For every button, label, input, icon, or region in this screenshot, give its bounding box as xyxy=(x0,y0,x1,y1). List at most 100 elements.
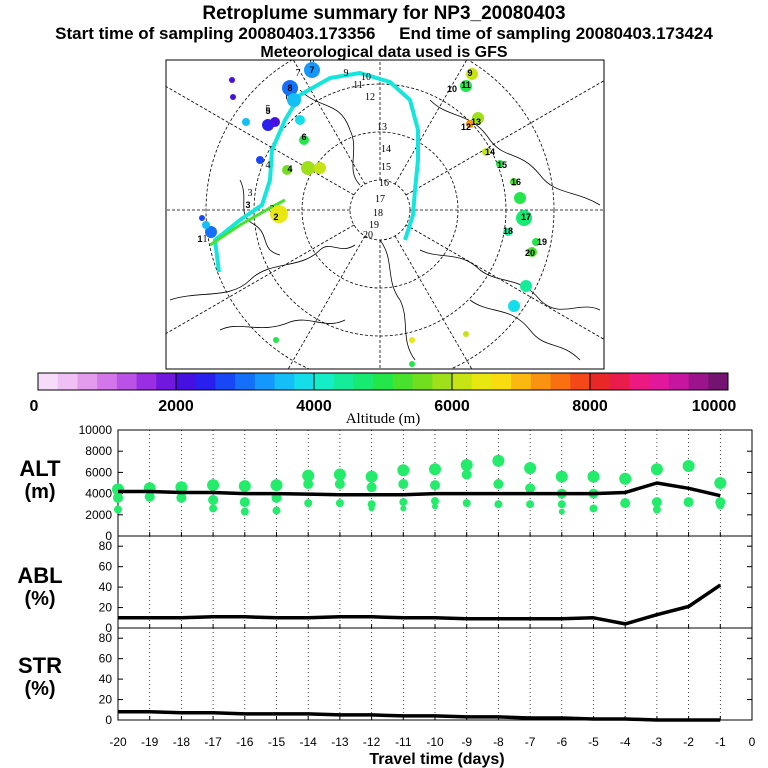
plume-cluster-dot xyxy=(516,210,532,226)
plume-cluster-dot xyxy=(508,300,520,312)
altitude-cluster-point xyxy=(397,464,410,477)
x-tick-label: -1 xyxy=(715,735,726,749)
colorbar-frame xyxy=(37,372,729,391)
altitude-cluster-point xyxy=(335,499,344,508)
altitude-cluster-point xyxy=(682,460,695,473)
panel-unit: (m) xyxy=(24,481,55,503)
altitude-cluster-point xyxy=(333,468,346,481)
y-tick-label: 10000 xyxy=(79,423,113,437)
coastline xyxy=(219,319,346,331)
altitude-cluster-point xyxy=(303,479,314,490)
plume-cluster-dot xyxy=(314,162,326,174)
coastline xyxy=(299,89,361,186)
plume-cluster-label: 18 xyxy=(503,226,513,236)
altitude-cluster-point xyxy=(239,497,250,508)
colorbar-swatch xyxy=(511,373,532,390)
plume-cluster-dot xyxy=(463,331,469,337)
altitude-cluster-point xyxy=(714,477,727,489)
altitude-cluster-point xyxy=(526,500,535,509)
y-tick-label: 4000 xyxy=(85,487,112,501)
y-tick-label: 2000 xyxy=(85,508,112,522)
trajectory-day-label: 9 xyxy=(344,68,349,79)
altitude-cluster-point xyxy=(652,505,661,514)
altitude-cluster-point xyxy=(619,472,632,485)
y-tick-label: 20 xyxy=(99,693,113,707)
altitude-cluster-point xyxy=(432,503,438,510)
colorbar-tick-label: 10000 xyxy=(692,398,737,415)
colorbar-swatch xyxy=(97,373,118,390)
coastline xyxy=(379,239,416,361)
plume-cluster-dot xyxy=(496,160,504,168)
plume-cluster-dot xyxy=(472,112,484,124)
colorbar-tick-label: 8000 xyxy=(572,398,608,415)
colorbar-tick-label: 2000 xyxy=(158,398,194,415)
plume-cluster-label: 4 xyxy=(287,164,292,174)
plume-cluster-dot xyxy=(205,226,217,238)
trajectory-day-label: 18 xyxy=(373,208,383,219)
plume-cluster-label: 8 xyxy=(287,83,292,93)
altitude-cluster-point xyxy=(460,458,473,471)
colorbar-swatch xyxy=(235,373,256,390)
plume-cluster-dot xyxy=(256,156,264,164)
panel-label: ALT xyxy=(19,456,61,481)
plume-cluster-dot xyxy=(287,93,301,107)
colorbar-swatch xyxy=(629,373,650,390)
trajectory-day-label: 7 xyxy=(296,68,301,79)
altitude-cluster-point xyxy=(365,470,378,483)
plume-cluster-dot xyxy=(242,118,250,126)
colorbar-swatch xyxy=(491,373,512,390)
altitude-cluster-point xyxy=(366,482,377,493)
y-tick-label: 40 xyxy=(99,580,113,594)
colorbar-swatch xyxy=(57,373,78,390)
trajectory-day-label: 4 xyxy=(266,160,271,171)
series-line-str xyxy=(118,710,721,722)
altitude-cluster-point xyxy=(651,497,662,508)
panel-abl: 0 20 40 60 80 ABL(%) xyxy=(17,535,753,635)
trajectory-day-label: 17 xyxy=(375,194,385,205)
trajectory-day-label: 1 xyxy=(203,234,208,245)
meridian-line xyxy=(405,80,604,196)
y-tick-label: 80 xyxy=(99,631,113,645)
chart-title: Retroplume summary for NP3_20080403 xyxy=(202,3,566,24)
panel-frame xyxy=(117,627,753,721)
altitude-cluster-point xyxy=(302,469,315,482)
altitude-cluster-point xyxy=(493,479,504,490)
altitude-cluster-point xyxy=(270,479,283,492)
chart-subtitle: Start time of sampling 20080403.173356 E… xyxy=(55,24,713,43)
colorbar-swatch xyxy=(176,373,197,390)
altitude-cluster-point xyxy=(430,480,440,491)
plume-cluster-label: 14 xyxy=(485,147,495,157)
plume-cluster-dot xyxy=(299,135,309,145)
colorbar-swatch xyxy=(215,373,236,390)
colorbar-swatch xyxy=(471,373,492,390)
plume-cluster-label: 12 xyxy=(461,122,471,132)
meridian-line xyxy=(394,60,468,185)
colorbar-swatch xyxy=(570,373,591,390)
altitude-cluster-point xyxy=(650,463,663,476)
plume-cluster-dot xyxy=(282,165,292,175)
trajectory-day-label: 20 xyxy=(363,230,373,241)
plume-cluster-label: 15 xyxy=(497,160,507,170)
met-data-line: Meteorological data used is GFS xyxy=(260,44,508,61)
colorbar-swatch xyxy=(136,373,157,390)
plume-cluster-label: 6 xyxy=(301,132,306,142)
plume-cluster-dot xyxy=(514,192,526,204)
x-tick-label: -19 xyxy=(141,735,159,749)
altitude-cluster-point xyxy=(558,508,565,515)
altitude-cluster-point xyxy=(492,454,505,467)
panel-unit: (%) xyxy=(24,588,55,610)
panel-label: STR xyxy=(18,653,62,678)
altitude-cluster-point xyxy=(587,470,600,483)
altitude-cluster-point xyxy=(462,499,471,508)
altitude-cluster-point xyxy=(113,492,123,503)
colorbar-swatch xyxy=(333,373,354,390)
plume-cluster-dot xyxy=(273,337,279,343)
colorbar: 0 2000 4000 6000 8000 10000 Altitude (m) xyxy=(30,372,737,427)
trajectory-day-label: 11 xyxy=(353,80,363,91)
colorbar-tick-label: 0 xyxy=(30,398,39,415)
altitude-cluster-point xyxy=(208,494,219,505)
colorbar-swatch xyxy=(590,373,611,390)
plume-cluster-dot xyxy=(482,148,490,156)
altitude-cluster-point xyxy=(334,479,345,490)
